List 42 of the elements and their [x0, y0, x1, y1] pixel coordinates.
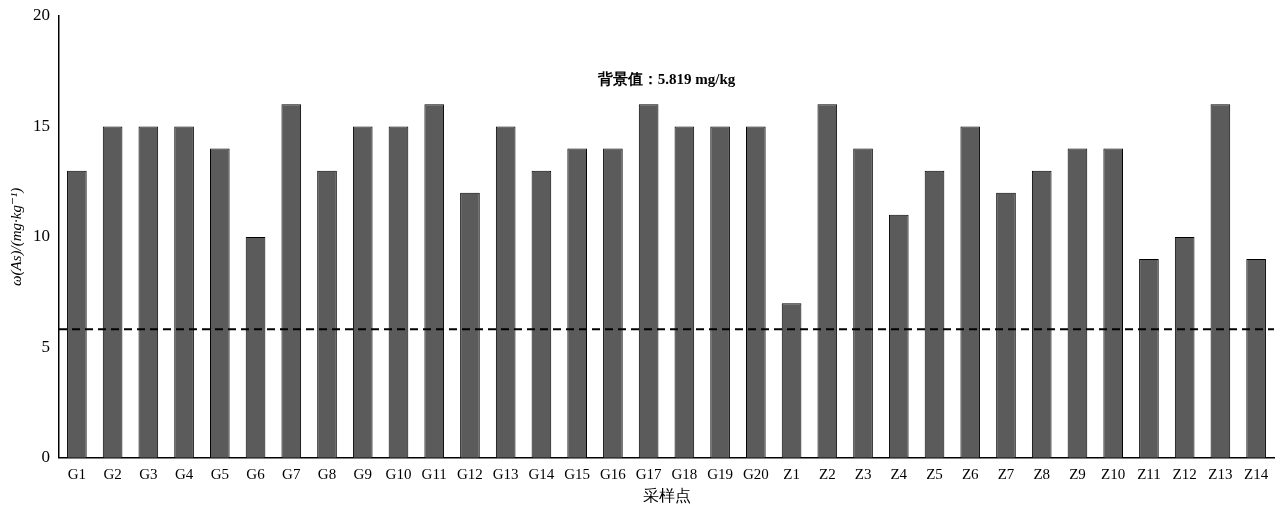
x-tick-label: G19	[707, 465, 734, 482]
y-axis-title: ω(As)/(mg·kg⁻¹)	[7, 187, 25, 287]
x-tick-label: Z4	[890, 465, 908, 482]
x-tick-label: G10	[385, 465, 412, 482]
x-tick-label: Z14	[1244, 465, 1269, 482]
x-tick-label: G13	[492, 465, 519, 482]
x-tick-label: Z13	[1208, 465, 1233, 482]
y-tick-label: 5	[41, 336, 50, 356]
x-tick-label: Z8	[1033, 465, 1051, 482]
x-tick-label: G2	[103, 465, 122, 482]
x-tick-label: G8	[317, 465, 337, 482]
x-tick-label: G17	[635, 465, 663, 482]
x-tick-label: Z1	[783, 465, 800, 482]
x-tick-label: G7	[282, 465, 301, 482]
y-tick-label: 0	[41, 447, 50, 467]
y-tick-label: 10	[33, 226, 50, 246]
x-tick-label: G18	[671, 465, 698, 482]
x-tick-label: G4	[174, 465, 194, 482]
x-tick-label: G12	[457, 465, 483, 482]
x-tick-label: Z6	[961, 465, 980, 482]
ref-line-label: 背景值：5.819 mg/kg	[596, 70, 736, 87]
x-tick-label: G9	[353, 465, 372, 482]
x-tick-label: G20	[742, 465, 769, 482]
x-tick-label: Z7	[997, 465, 1015, 482]
x-tick-label: G6	[246, 465, 266, 482]
x-tick-label: G5	[210, 465, 229, 482]
x-tick-label: Z2	[818, 465, 836, 482]
x-tick-label: G1	[67, 465, 87, 482]
x-tick-label: G14	[528, 465, 555, 482]
x-tick-label: Z5	[926, 465, 943, 482]
x-tick-label: Z3	[854, 465, 872, 482]
x-axis-title: 采样点	[642, 486, 691, 504]
y-tick-label: 20	[33, 5, 50, 25]
x-tick-label: Z9	[1069, 465, 1086, 482]
x-tick-label: Z11	[1137, 465, 1161, 482]
x-tick-label: G16	[599, 465, 627, 482]
x-tick-label: Z12	[1172, 465, 1197, 482]
x-tick-label: G11	[421, 465, 447, 482]
x-tick-label: G3	[139, 465, 158, 482]
y-tick-label: 15	[33, 115, 50, 135]
x-tick-label: Z10	[1101, 465, 1126, 482]
x-tick-label: G15	[564, 465, 591, 482]
